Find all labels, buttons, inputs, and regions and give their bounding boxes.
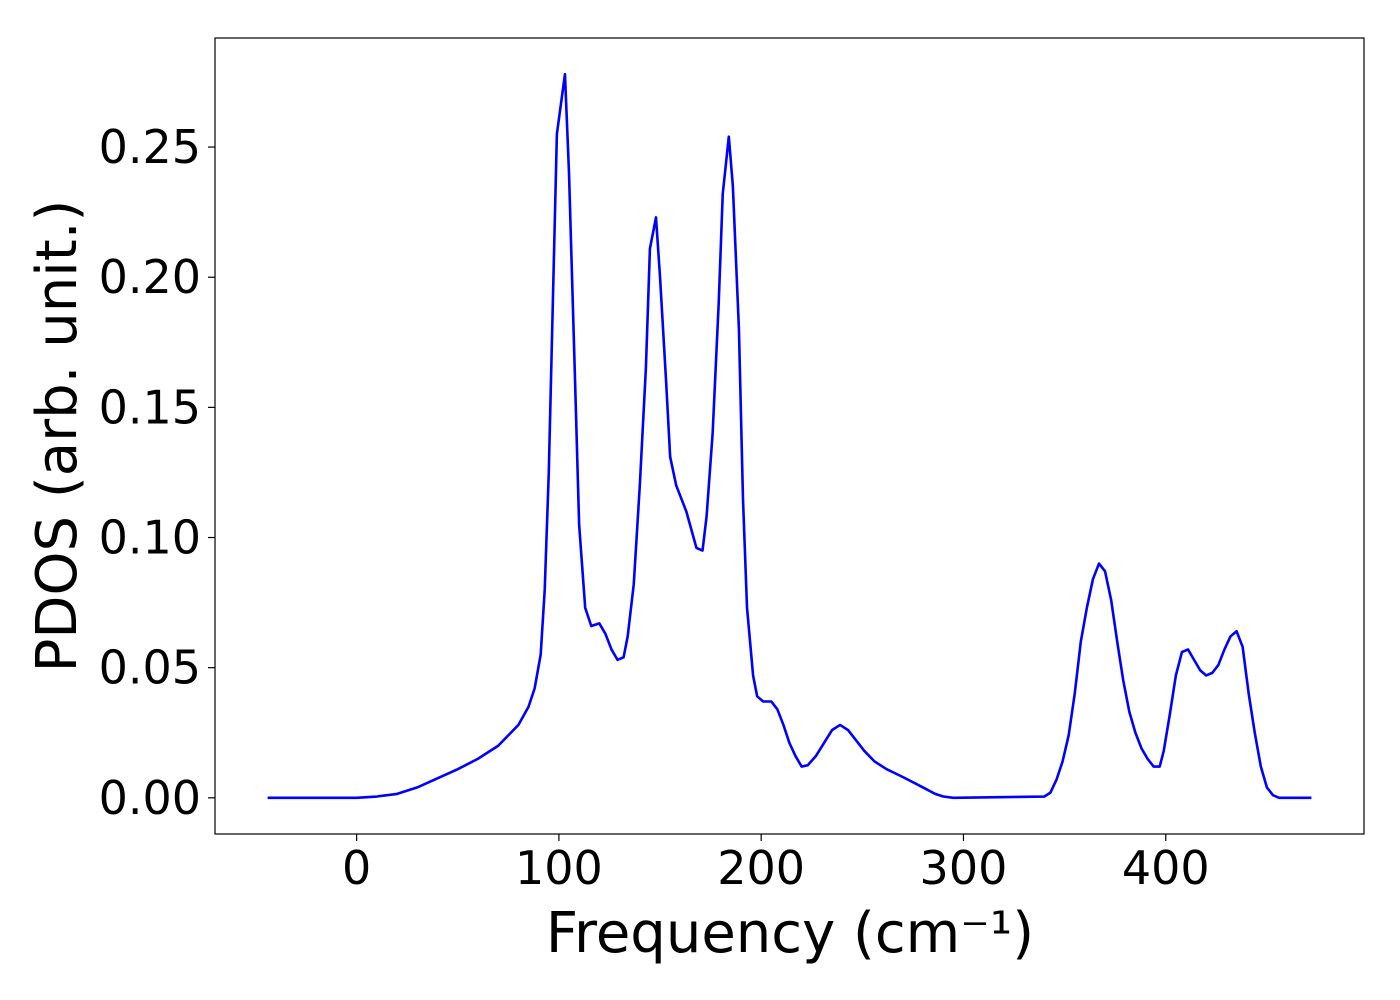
x-tick-label: 200 — [717, 841, 805, 895]
y-tick-label: 0.00 — [99, 771, 201, 825]
plot-frame — [214, 37, 1365, 835]
y-tick-label: 0.15 — [99, 380, 201, 434]
y-tick-label: 0.05 — [99, 641, 201, 695]
y-tick-label: 0.10 — [99, 511, 201, 565]
x-tick-label: 0 — [342, 841, 371, 895]
x-tick-label: 300 — [920, 841, 1008, 895]
y-tick-label: 0.20 — [99, 250, 201, 304]
y-axis-label: PDOS (arb. unit.) — [25, 200, 90, 673]
x-tick-label: 100 — [515, 841, 603, 895]
x-axis-label: Frequency (cm⁻¹) — [546, 901, 1034, 966]
x-tick-label: 400 — [1122, 841, 1210, 895]
data-line — [267, 72, 1312, 800]
y-tick-label: 0.25 — [99, 120, 201, 174]
